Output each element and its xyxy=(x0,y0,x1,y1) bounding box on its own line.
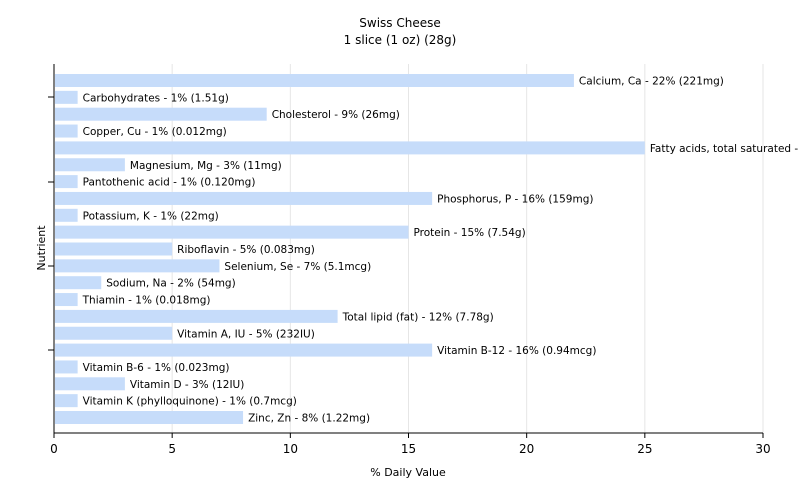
y-axis-title: Nutrient xyxy=(35,225,48,271)
chart-subtitle: 1 slice (1 oz) (28g) xyxy=(344,33,457,47)
bar-label: Vitamin K (phylloquinone) - 1% (0.7mcg) xyxy=(83,396,297,408)
bar-label: Calcium, Ca - 22% (221mg) xyxy=(579,76,724,88)
x-tick-label: 30 xyxy=(755,442,770,456)
x-tick-label: 0 xyxy=(50,442,58,456)
bar xyxy=(55,107,267,121)
x-tick-label: 5 xyxy=(168,442,176,456)
bar xyxy=(55,411,244,424)
bar xyxy=(55,326,173,340)
bar-label: Total lipid (fat) - 12% (7.78g) xyxy=(342,311,494,323)
bar-label: Protein - 15% (7.54g) xyxy=(414,227,526,239)
bar-label: Selenium, Se - 7% (5.1mcg) xyxy=(224,261,371,273)
bar xyxy=(55,394,78,408)
bar xyxy=(55,124,78,138)
bar-label: Thiamin - 1% (0.018mg) xyxy=(82,295,211,307)
bar xyxy=(55,242,173,256)
bar-label: Fatty acids, total saturated - 25% (4.97… xyxy=(650,143,800,155)
bar xyxy=(55,259,220,273)
bars-group: Calcium, Ca - 22% (221mg) Carbohydrates -… xyxy=(55,74,800,425)
x-tick-label: 15 xyxy=(401,442,416,456)
bar xyxy=(55,276,102,290)
bar-label: Cholesterol - 9% (26mg) xyxy=(272,109,400,121)
bar xyxy=(55,90,78,104)
bar-label: Pantothenic acid - 1% (0.120mg) xyxy=(83,177,256,189)
bar xyxy=(55,309,338,323)
bar-label: Phosphorus, P - 16% (159mg) xyxy=(437,193,593,205)
bar-label: Vitamin A, IU - 5% (232IU) xyxy=(177,328,315,340)
bar xyxy=(55,141,645,155)
axes-group: 0 5 10 15 20 25 30 xyxy=(48,64,771,456)
bar-label: Zinc, Zn - 8% (1.22mg) xyxy=(248,413,370,425)
bar-label: Magnesium, Mg - 3% (11mg) xyxy=(130,160,282,172)
bar xyxy=(55,175,78,189)
x-tick-label: 20 xyxy=(519,442,534,456)
bar xyxy=(55,343,433,357)
bar xyxy=(55,293,78,307)
bar xyxy=(55,191,433,205)
bar-label: Carbohydrates - 1% (1.51g) xyxy=(83,92,229,104)
bar xyxy=(55,377,125,391)
x-axis-title: % Daily Value xyxy=(370,466,446,479)
bar xyxy=(55,225,409,239)
bar-label: Potassium, K - 1% (22mg) xyxy=(83,210,219,222)
bar-label: Copper, Cu - 1% (0.012mg) xyxy=(83,126,227,138)
bar-label: Vitamin B-6 - 1% (0.023mg) xyxy=(83,362,230,374)
bar xyxy=(55,208,78,222)
bar-label: Riboflavin - 5% (0.083mg) xyxy=(177,244,315,256)
bar xyxy=(55,360,78,374)
bar xyxy=(55,74,574,87)
grid-lines xyxy=(171,64,764,433)
chart-title: Swiss Cheese xyxy=(359,16,440,30)
bar xyxy=(55,158,125,172)
x-tick-label: 25 xyxy=(637,442,652,456)
x-tick-label: 10 xyxy=(283,442,298,456)
bar-label: Vitamin B-12 - 16% (0.94mcg) xyxy=(437,345,596,357)
bar-label: Vitamin D - 3% (12IU) xyxy=(130,379,244,391)
bar-label: Sodium, Na - 2% (54mg) xyxy=(106,278,235,290)
